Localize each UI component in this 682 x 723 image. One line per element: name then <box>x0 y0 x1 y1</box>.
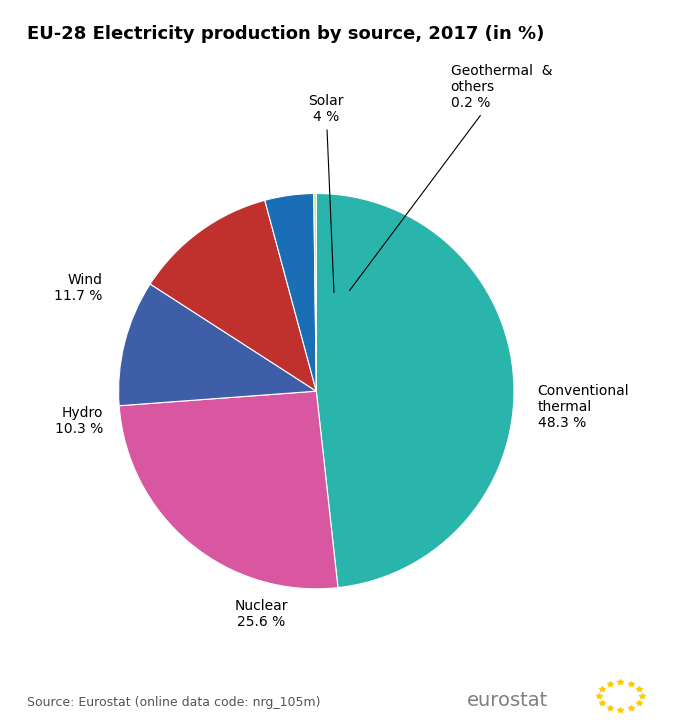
Wedge shape <box>150 200 316 391</box>
Text: Hydro
10.3 %: Hydro 10.3 % <box>55 406 103 436</box>
Wedge shape <box>119 391 338 589</box>
Wedge shape <box>119 284 316 406</box>
Text: Geothermal  &
others
0.2 %: Geothermal & others 0.2 % <box>350 64 552 291</box>
Wedge shape <box>265 194 316 391</box>
Text: Solar
4 %: Solar 4 % <box>308 94 344 293</box>
Wedge shape <box>316 194 514 588</box>
Text: Nuclear
25.6 %: Nuclear 25.6 % <box>234 599 288 629</box>
Text: Conventional
thermal
48.3 %: Conventional thermal 48.3 % <box>537 384 629 430</box>
Text: eurostat: eurostat <box>467 691 548 710</box>
Text: EU-28 Electricity production by source, 2017 (in %): EU-28 Electricity production by source, … <box>27 25 545 43</box>
Wedge shape <box>314 194 316 391</box>
Text: Source: Eurostat (online data code: nrg_105m): Source: Eurostat (online data code: nrg_… <box>27 696 321 709</box>
Text: Wind
11.7 %: Wind 11.7 % <box>55 273 103 304</box>
